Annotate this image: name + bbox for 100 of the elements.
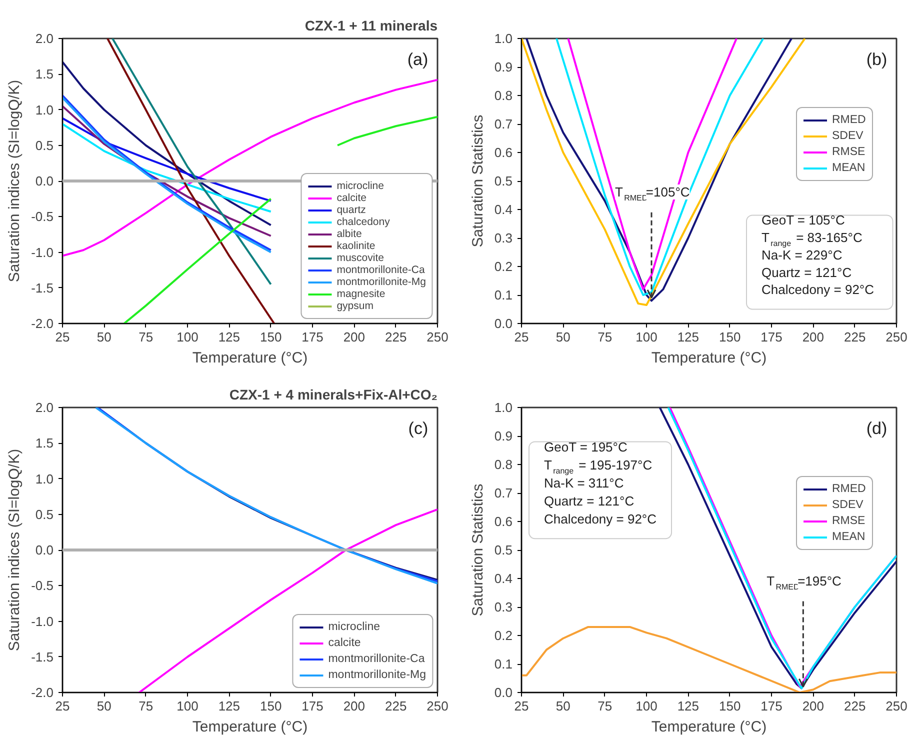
x-tick-label: 150 [260,698,282,714]
y-tick-label: 0.1 [494,656,513,672]
y-tick-label: 0.3 [494,230,513,246]
x-tick-label: 150 [718,330,741,344]
legend-label: quartz [336,204,366,216]
legend-label: MEAN [832,531,866,543]
line-series [138,508,438,692]
y-tick-label: 0.4 [494,202,513,217]
x-tick-label: 200 [802,698,824,714]
legend-label: montmorillonite-Mg [328,669,426,681]
legend-label: microcline [336,180,384,192]
x-tick-label: 175 [302,698,324,714]
annotation: (d) [866,418,888,438]
legend-label: MEAN [832,162,866,174]
y-tick-label: 0.9 [494,428,513,444]
y-tick-label: -2.0 [31,685,54,700]
annotation: GeoT = 105°C [762,212,845,228]
line-series [567,38,738,290]
x-tick-label: 200 [802,330,824,344]
legend-label: calcite [328,637,361,649]
y-tick-label: 0.8 [494,457,513,472]
x-tick-label: 125 [677,330,700,344]
y-tick-label: -1.5 [31,649,54,664]
x-tick-label: 100 [636,698,658,714]
legend-label: montmorillonite-Mg [336,276,426,288]
x-tick-label: 125 [218,330,240,344]
x-tick-label: 150 [260,330,282,344]
legend-label: muscovite [336,252,384,264]
x-tick-label: 100 [636,330,658,344]
legend-label: albite [336,228,362,240]
y-tick-label: 1.0 [35,471,54,486]
y-tick-label: 0.5 [35,138,54,153]
x-tick-label: 25 [514,330,529,344]
y-tick-label: 1.5 [35,436,54,451]
y-axis-title: Saturation Statistics [469,114,486,248]
legend-label: RMED [832,114,866,126]
x-tick-label: 175 [760,698,782,714]
y-tick-label: 0.5 [494,542,513,558]
y-tick-label: -1.5 [31,280,54,296]
x-axis-title: Temperature (°C) [651,350,767,366]
annotation: Na-K = 311°C [544,476,624,491]
x-tick-label: 100 [176,698,198,714]
y-tick-label: 0.7 [494,486,513,500]
x-tick-label: 225 [384,330,407,344]
y-tick-label: 0.3 [494,600,513,614]
x-tick-label: 225 [384,698,407,714]
y-tick-label: 0.2 [494,628,513,643]
y-tick-label: 0.0 [494,316,513,331]
y-axis-title: Saturation indices (SI=logQ/K) [6,448,24,652]
legend-label: RMSE [832,146,866,158]
y-tick-label: 0.6 [494,514,513,529]
annotation: Na-K = 229°C [762,247,842,262]
line-series [112,38,272,286]
legend-label: SDEV [832,499,864,511]
chart-title: CZX-1 + 4 minerals+Fix-Al+CO₂ [229,386,438,402]
y-tick-label: 0.6 [494,145,513,160]
y-axis-title: Saturation Statistics [469,484,486,616]
line-series [62,105,272,237]
y-tick-label: 0.8 [494,88,513,103]
y-tick-label: 1.0 [35,102,54,118]
line-series [62,123,272,213]
y-tick-label: -1.0 [31,244,54,260]
line-series [62,61,272,226]
annotation: (b) [866,50,888,69]
x-tick-label: 225 [844,330,866,344]
y-tick-label: 0.2 [494,259,513,274]
x-tick-label: 175 [760,330,782,344]
x-axis-title: Temperature (°C) [192,718,308,736]
annotation: Quartz = 121°C [544,494,634,509]
y-tick-label: 0.9 [494,60,513,74]
legend-label: chalcedony [336,216,390,228]
legend-label: RMSE [832,515,866,527]
x-tick-label: 50 [96,330,112,344]
y-tick-label: 1.5 [35,66,54,82]
y-tick-label: 2.0 [35,400,54,415]
x-tick-label: 125 [677,698,700,714]
legend-label: calcite [336,192,366,204]
y-tick-label: 0.5 [494,174,513,188]
x-tick-label: 225 [844,698,866,714]
annotation: (a) [407,50,428,69]
x-tick-label: 200 [343,330,366,344]
y-tick-label: 0.1 [494,288,513,302]
y-tick-label: 1.0 [494,400,513,415]
line-series [62,117,272,202]
legend-label: montmorillonite-Ca [336,264,425,276]
x-tick-label: 75 [138,330,154,344]
y-tick-label: 0.0 [35,542,54,558]
x-tick-label: 25 [514,698,529,714]
x-tick-label: 250 [426,698,448,714]
x-tick-label: 25 [55,330,70,344]
x-tick-label: 100 [176,330,198,344]
y-tick-label: 0.0 [35,174,54,188]
y-tick-label: -2.0 [31,316,54,331]
y-tick-label: 2.0 [35,31,54,46]
line-series [106,38,276,324]
x-tick-label: 250 [426,330,448,344]
x-tick-label: 50 [96,698,112,714]
annotation: (c) [408,418,428,438]
legend-label: kaolinite [336,240,376,252]
x-tick-label: 150 [718,698,741,714]
